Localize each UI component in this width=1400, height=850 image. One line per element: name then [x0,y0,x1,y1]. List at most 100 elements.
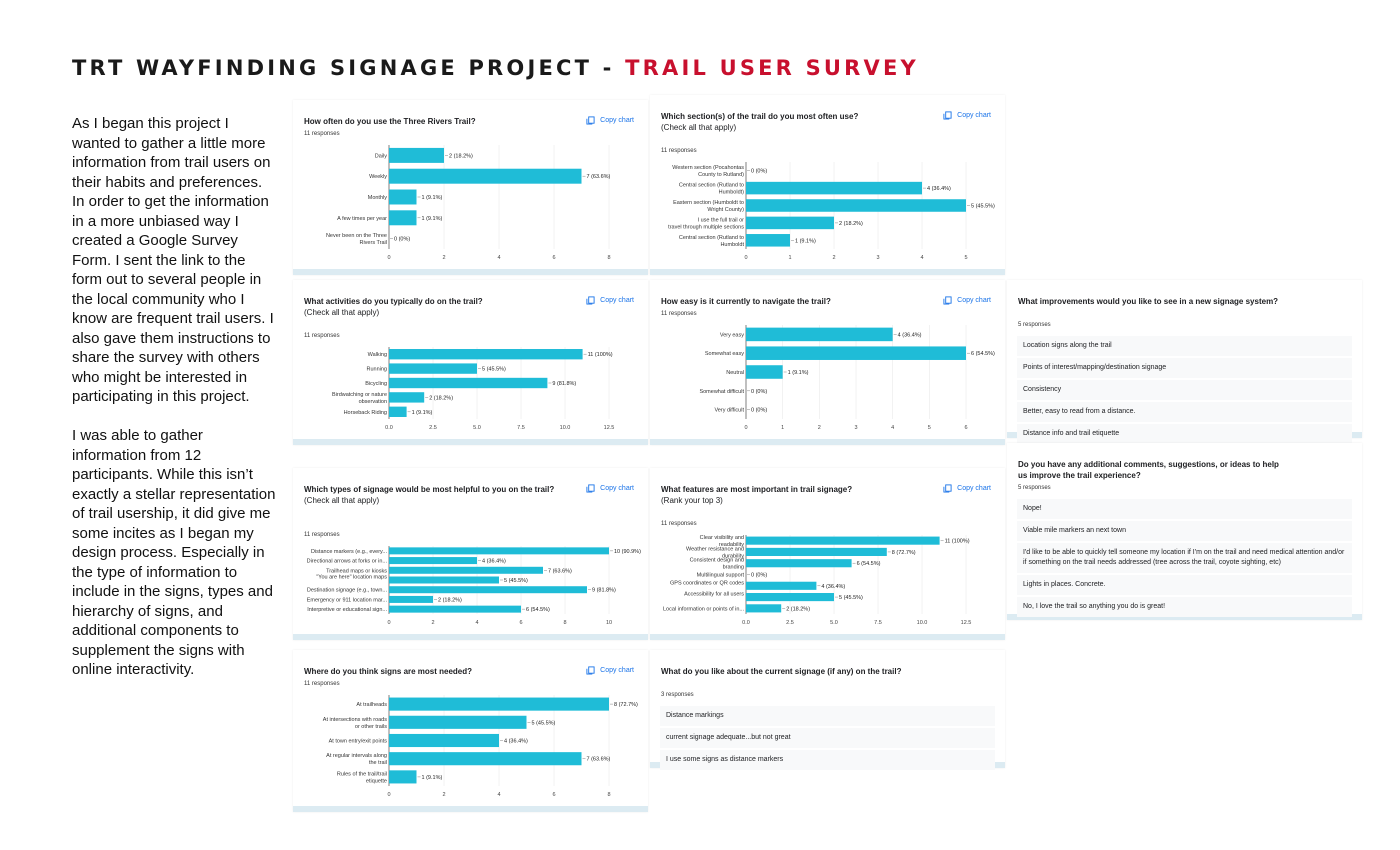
copy-icon [586,484,595,493]
answer-item: Distance info and trail etiquette [1017,424,1352,444]
question-text: Which types of signage would be most hel… [304,485,555,494]
x-tick-label: 4 [891,425,894,431]
x-tick-label: 2 [832,255,835,261]
x-tick-label: 6 [552,255,555,261]
copy-chart-label: Copy chart [600,667,634,674]
x-tick-label: 6 [552,792,555,798]
x-tick-label: 1 [781,425,784,431]
x-tick-label: 6 [964,425,967,431]
data-label: 5 (45.5%) [839,595,863,601]
category-label: Multilingual support [697,573,745,579]
data-label: 5 (45.5%) [504,578,528,584]
question-subtitle: (Check all that apply) [661,123,737,132]
data-label: 0 (0%) [751,169,767,175]
copy-icon [943,296,952,305]
answer-item: Viable mile markers an next town [1017,521,1352,541]
copy-chart-button[interactable]: Copy chart [586,296,634,305]
text-response-card: What do you like about the current signa… [650,650,1005,770]
bar [389,697,609,711]
x-tick-label: 0 [387,620,390,626]
x-tick-label: 1 [788,255,791,261]
category-label: At intersections with roads [323,717,387,723]
response-count: 11 responses [304,681,340,687]
copy-icon [586,296,595,305]
category-label: Interpretive or educational sign... [307,607,387,613]
category-label: Weather resistance and [686,546,744,552]
category-label: Daily [375,153,387,159]
category-label: Local information or points of in... [663,606,744,612]
question-title: How often do you use the Three Rivers Tr… [304,116,574,127]
bar [389,363,477,374]
bar [746,181,922,195]
chart-card: Which types of signage would be most hel… [293,468,648,640]
category-label: durability [722,553,744,559]
copy-chart-button[interactable]: Copy chart [586,116,634,125]
data-label: 10 (90.9%) [614,549,641,555]
x-tick-label: 0 [387,255,390,261]
answer-item: Nope! [1017,499,1352,519]
response-count: 11 responses [661,521,697,527]
bar [389,406,407,417]
category-label: Directional arrows at forks or in... [307,559,388,565]
bar [389,576,499,584]
category-label: or other trails [355,724,387,730]
question-title: What activities do you typically do on t… [304,296,574,318]
copy-chart-button[interactable]: Copy chart [586,484,634,493]
category-label: travel through multiple sections [668,224,744,230]
category-label: Central section (Rutland to [679,235,744,241]
bar [746,593,834,602]
category-label: At regular intervals along [326,753,387,759]
x-tick-label: 2.5 [786,620,794,626]
copy-icon [943,484,952,493]
data-label: 2 (18.2%) [438,597,462,603]
x-tick-label: 10.0 [560,425,571,431]
bar [389,752,582,766]
answer-item: Lights in places. Concrete. [1017,575,1352,595]
category-label: Eastern section (Humboldt to [673,200,744,206]
x-tick-label: 7.5 [874,620,882,626]
data-label: 1 (9.1%) [422,775,443,781]
bar [389,210,417,226]
x-tick-label: 5.0 [830,620,838,626]
x-tick-label: 2 [431,620,434,626]
category-label: Emergency or 911 location mar... [307,597,388,603]
copy-chart-button[interactable]: Copy chart [943,111,991,120]
x-tick-label: 5.0 [473,425,481,431]
data-label: 1 (9.1%) [788,370,809,376]
data-label: 2 (18.2%) [449,153,473,159]
bar [746,216,834,230]
question-title: Which types of signage would be most hel… [304,484,574,506]
intro-paragraph: As I began this project I wanted to gath… [72,115,274,405]
intro-paragraph: I was able to gather information from 12… [72,427,276,678]
chart-card: How easy is it currently to navigate the… [650,280,1005,445]
bar [746,604,782,613]
data-label: 7 (63.6%) [548,568,572,574]
category-label: A few times per year [337,216,387,222]
x-tick-label: 0 [744,255,747,261]
bar [746,559,852,568]
copy-chart-button[interactable]: Copy chart [586,666,634,675]
category-label: Running [367,367,388,373]
data-label: 6 (54.5%) [857,561,881,567]
question-subtitle: (Rank your top 3) [661,496,723,505]
question-text: How easy is it currently to navigate the… [661,297,831,306]
x-tick-label: 3 [876,255,879,261]
bar-chart: 0 2 4 6 8 2 (18.2%) Daily 7 (63.6%) Weekly 1 (9.1… [326,145,611,261]
category-label: Somewhat difficult [699,389,744,395]
bar [389,715,527,729]
bar [389,349,583,360]
category-label: Humboldt) [719,190,745,196]
text-response-card: What improvements would you like to see … [1007,280,1362,444]
x-tick-label: 2.5 [429,425,437,431]
response-count: 11 responses [661,311,697,317]
page-title: TRT WAYFINDING SIGNAGE PROJECT - TRAIL U… [72,56,919,80]
data-label: 4 (36.4%) [927,186,951,192]
data-label: 2 (18.2%) [429,395,453,401]
copy-chart-button[interactable]: Copy chart [943,296,991,305]
category-label: Walking [368,352,387,358]
x-tick-label: 12.5 [961,620,972,626]
copy-chart-button[interactable]: Copy chart [943,484,991,493]
category-label: etiquette [366,778,387,784]
bar-chart: 0 1 2 3 4 5 6 4 (36.4%) Very easy 6 (54.5%) Somewh… [699,325,995,431]
bar [389,392,425,403]
